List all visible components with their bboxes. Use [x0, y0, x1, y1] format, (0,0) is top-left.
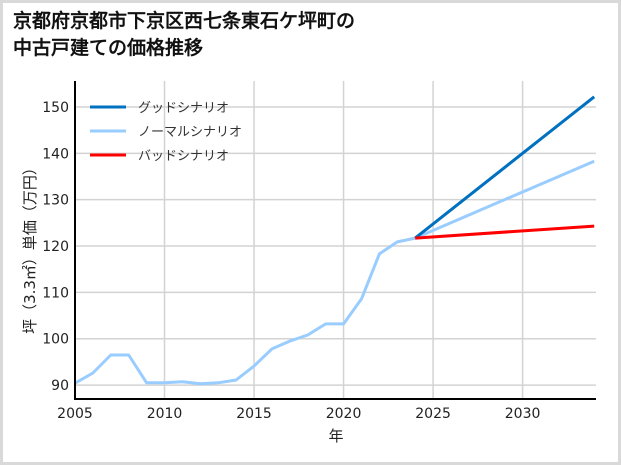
series-line: [415, 224, 595, 240]
x-tick-label: 2005: [57, 406, 93, 422]
x-tick-label: 2020: [326, 406, 362, 422]
x-tick-labels: 2005 2010 2015 2020 2025 2030: [57, 406, 540, 422]
x-tick-label: 2030: [505, 406, 541, 422]
x-tick-label: 2015: [236, 406, 272, 422]
legend-label: ノーマルシナリオ: [138, 125, 242, 140]
y-tick-label: 120: [42, 239, 69, 255]
y-tick-label: 130: [42, 193, 69, 209]
chart-title: 京都府京都市下京区西七条東石ケ坪町の 中古戸建ての価格推移: [13, 10, 356, 59]
gridlines: [74, 81, 596, 399]
y-tick-label: 150: [42, 100, 69, 116]
y-axis-title: 坪（3.3㎡）単価（万円）: [21, 160, 39, 334]
y-tick-label: 110: [42, 285, 69, 301]
series-line: [414, 95, 596, 240]
legend-label: グッドシナリオ: [138, 101, 229, 116]
y-tick-labels: 90 100 110 120 130 140 150: [42, 100, 69, 394]
legend-label: バッドシナリオ: [138, 149, 229, 164]
data-series: [74, 95, 596, 386]
y-tick-label: 100: [42, 332, 69, 348]
x-tick-label: 2025: [415, 406, 451, 422]
x-tick-label: 2010: [147, 406, 183, 422]
y-tick-label: 90: [51, 378, 69, 394]
x-axis-title: 年: [328, 427, 343, 445]
y-tick-label: 140: [42, 146, 69, 162]
axes: [74, 81, 596, 400]
series-line: [74, 159, 595, 386]
